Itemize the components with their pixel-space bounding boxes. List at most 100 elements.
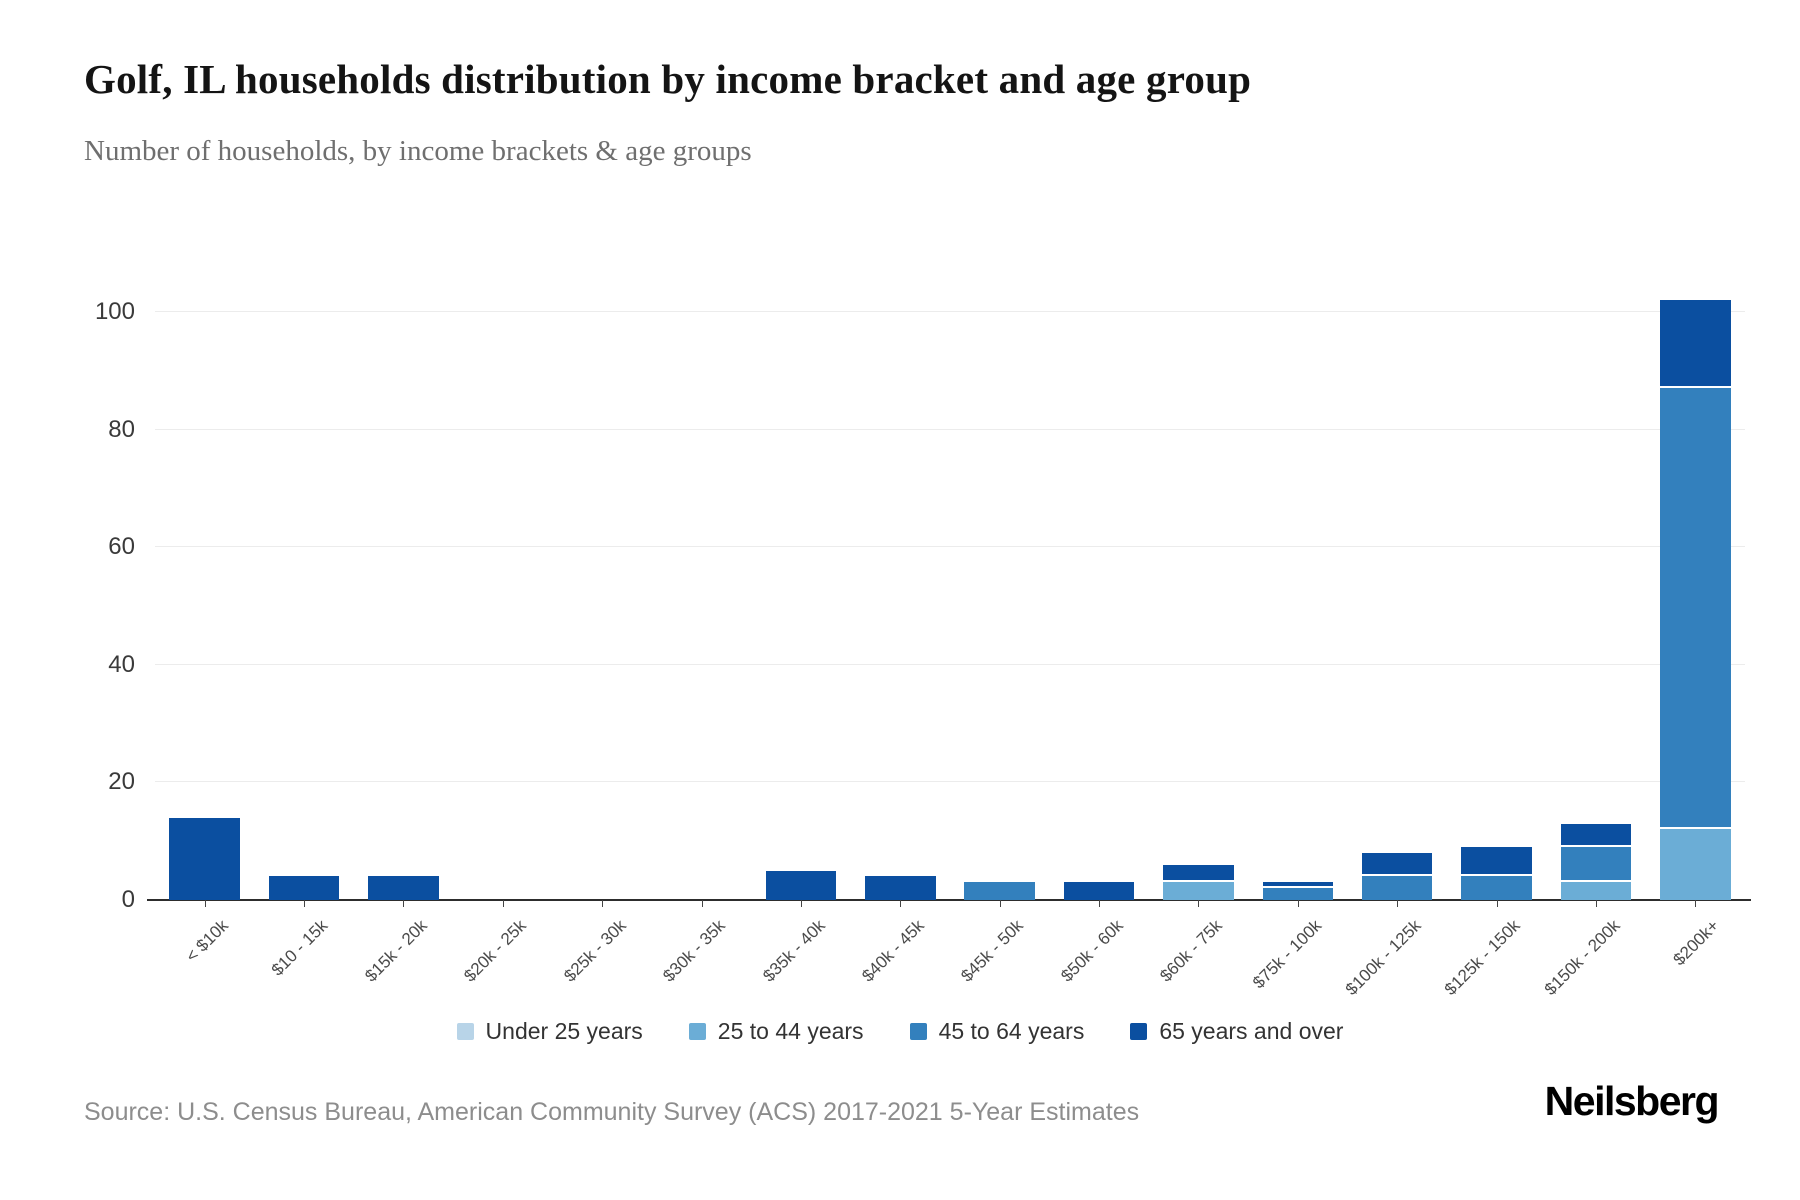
x-tick-mark [304,900,306,907]
stacked-bar[interactable] [368,876,439,900]
gridline-20 [155,781,1745,783]
stacked-bar[interactable] [1163,864,1234,900]
x-tick-mark [1099,900,1101,907]
x-tick-mark [602,900,604,907]
bar-segment[interactable] [1660,829,1731,900]
x-tick-mark [800,900,802,907]
legend-swatch-icon [909,1023,927,1040]
bar-column-9: $45k - 50k [950,260,1049,986]
bar-segment[interactable] [368,876,439,900]
bar-column-1: < $10k [155,260,254,966]
bar-segment[interactable] [1262,888,1334,900]
x-axis-label: $75k - 100k [1248,916,1326,993]
y-tick-label-60: 60 [108,533,135,561]
y-tick-label-20: 20 [108,768,135,796]
bar-segment[interactable] [1660,300,1731,389]
x-axis-label: $150k - 200k [1540,916,1624,999]
gridline-60 [155,546,1745,548]
x-tick-mark [999,900,1001,907]
page-title: Golf, IL households distribution by inco… [84,56,1252,102]
y-tick-label-40: 40 [108,650,135,678]
legend-item-2[interactable]: 25 to 44 years [688,1018,864,1045]
bar-column-8: $40k - 45k [851,260,950,986]
legend-item-4[interactable]: 65 years and over [1130,1018,1343,1045]
bar-segment[interactable] [1660,388,1731,830]
bar-segment[interactable] [1560,847,1632,883]
bar-column-15: $150k - 200k [1540,260,1645,999]
page-subtitle: Number of households, by income brackets… [84,135,752,167]
stacked-bar[interactable] [1361,852,1433,900]
bar-segment[interactable] [1163,864,1234,883]
x-axis-label: $200k+ [1669,916,1723,970]
legend-item-1[interactable]: Under 25 years [456,1018,643,1045]
x-axis-label: $125k - 150k [1441,916,1524,999]
x-tick-mark [1695,900,1697,907]
bar-segment[interactable] [1560,823,1632,848]
x-tick-mark [1397,900,1399,907]
bar-segment[interactable] [1461,876,1532,900]
bar-segment[interactable] [1262,882,1334,889]
stacked-bar[interactable] [1660,300,1731,900]
bar-column-14: $125k - 150k [1441,260,1546,999]
bar-column-6: $30k - 35k [652,260,751,986]
y-axis: 0 20 40 60 80 100 [0,260,135,913]
gridline-100 [155,311,1745,312]
bar-column-3: $15k - 20k [354,260,453,986]
y-tick-label-80: 80 [108,415,135,443]
x-axis-label: $30k - 35k [659,916,729,986]
y-tick-label-100: 100 [94,298,135,325]
stacked-bar[interactable] [964,882,1035,900]
bar-column-12: $75k - 100k [1248,260,1347,992]
stacked-bar[interactable] [865,876,936,900]
x-axis-label: $50k - 60k [1056,916,1127,986]
bar-column-10: $50k - 60k [1049,260,1148,986]
legend-swatch-icon [456,1023,474,1040]
legend-label: 25 to 44 years [717,1018,864,1044]
stacked-bar[interactable] [765,870,837,900]
legend-item-3[interactable]: 45 to 64 years [909,1018,1085,1045]
x-axis-label: $25k - 30k [560,916,630,986]
bar-segment[interactable] [1361,876,1433,900]
bar-segment[interactable] [1461,847,1532,877]
stacked-bar[interactable] [1461,847,1532,900]
bar-segment[interactable] [169,817,240,900]
plot-area: < $10k $10 - 15k $15k - 20k $20k - 25k $25k … [147,260,1751,999]
stacked-bar[interactable] [1262,882,1334,900]
x-tick-mark [204,900,206,907]
x-tick-mark [1496,900,1498,907]
bar-segment[interactable] [1361,852,1433,877]
bar-segment[interactable] [1163,882,1234,900]
stacked-bar[interactable] [1560,823,1632,900]
bar-segment[interactable] [1063,882,1135,900]
legend-label: 65 years and over [1159,1018,1344,1044]
x-tick-mark [403,900,405,907]
legend-label: 45 to 64 years [938,1018,1085,1044]
x-tick-mark [900,900,902,907]
x-axis-line [147,899,1751,901]
bar-column-16: $200k+ [1646,260,1745,969]
x-axis-label: $45k - 50k [957,916,1028,986]
y-tick-label-0: 0 [121,886,135,913]
x-tick-mark [701,900,703,907]
stacked-bar[interactable] [268,876,340,900]
bar-column-11: $60k - 75k [1149,260,1248,986]
legend-swatch-icon [1130,1023,1148,1040]
legend-swatch-icon [688,1023,706,1040]
x-tick-mark [1595,900,1597,907]
stacked-bar[interactable] [1063,882,1135,900]
x-axis-label: $40k - 45k [858,916,928,986]
x-tick-mark [1297,900,1299,907]
bar-segment[interactable] [765,870,837,900]
bar-segment[interactable] [964,882,1035,900]
legend-label: Under 25 years [485,1018,643,1044]
bar-segment[interactable] [268,876,340,900]
x-axis-label: $35k - 40k [758,916,829,986]
chart-legend: Under 25 years 25 to 44 years 45 to 64 yea… [0,1018,1800,1045]
x-axis-label: $100k - 125k [1341,916,1425,999]
bar-segment[interactable] [1560,882,1632,900]
bar-segment[interactable] [865,876,936,900]
x-tick-mark [1198,900,1200,907]
x-tick-mark [502,900,504,907]
neilsberg-logo: Neilsberg [1544,1078,1720,1124]
stacked-bar[interactable] [169,817,240,900]
